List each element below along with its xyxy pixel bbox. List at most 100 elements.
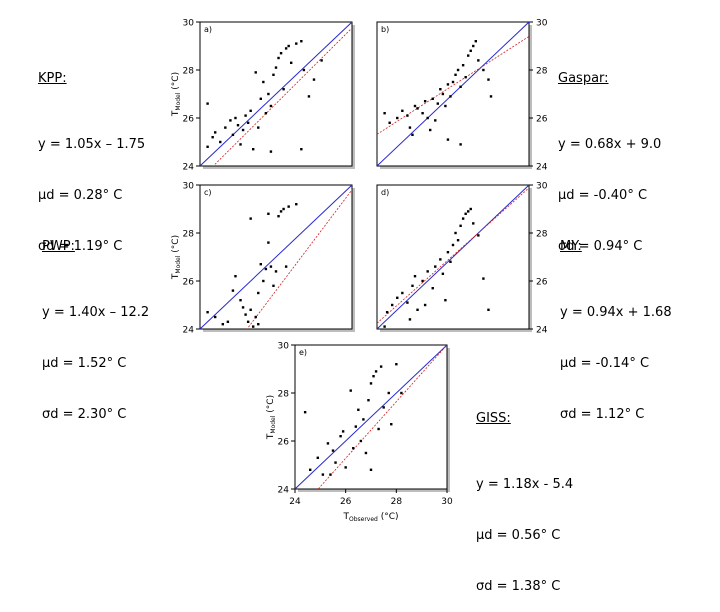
kpp-mean-difference: μd = 0.28° C	[38, 188, 123, 203]
my-title: MY:	[560, 239, 582, 254]
my-stats: MY: y = 0.94x + 1.68 μd = -0.14° C σd = …	[560, 204, 672, 440]
one-to-one-line	[200, 185, 352, 329]
data-point	[279, 210, 283, 213]
data-point	[469, 207, 472, 211]
x-axis-label: TObserved (°C)	[342, 512, 398, 523]
gaspar-title: Gaspar:	[558, 71, 609, 86]
giss-title: GISS:	[476, 411, 511, 426]
data-point	[441, 272, 445, 275]
data-point	[461, 64, 465, 67]
data-point	[259, 97, 262, 100]
data-point	[206, 102, 209, 105]
y-tick-label: 26	[278, 438, 290, 448]
one-to-one-line	[200, 22, 352, 166]
data-point	[259, 263, 262, 266]
data-point	[482, 277, 485, 280]
data-point	[408, 126, 412, 129]
data-point	[391, 303, 394, 307]
data-point	[224, 126, 227, 129]
data-point	[401, 291, 404, 295]
data-point	[431, 287, 434, 290]
data-point	[244, 313, 247, 316]
data-point	[279, 52, 283, 55]
giss-mean-difference: μd = 0.56° C	[476, 528, 561, 543]
data-point	[302, 68, 306, 72]
data-point	[269, 265, 273, 268]
regression-line	[377, 187, 529, 324]
gaspar-regression: y = 0.68x + 9.0	[558, 137, 662, 152]
data-point	[477, 59, 480, 62]
data-point	[382, 406, 385, 409]
data-point	[331, 449, 335, 452]
panel-a: a) 24 26 28 30 TModel (°C)	[171, 19, 355, 173]
data-point	[434, 265, 437, 268]
panel-b: b) 24 26 28 30	[376, 19, 548, 173]
y-tick-label: 24	[183, 326, 195, 336]
panel-label: c)	[204, 188, 212, 197]
data-point	[252, 148, 255, 151]
data-point	[249, 308, 252, 311]
data-point	[377, 427, 380, 431]
y-axis-label: TModel (°C)	[266, 395, 277, 440]
y-tick-label: 26	[183, 278, 195, 288]
one-to-one-line	[295, 345, 447, 489]
data-point	[467, 54, 470, 57]
data-point	[446, 83, 450, 86]
one-to-one-line	[377, 22, 529, 166]
giss-std-difference: σd = 1.38° C	[476, 579, 561, 594]
data-point	[487, 78, 490, 81]
data-point	[349, 389, 352, 392]
data-point	[221, 323, 224, 326]
data-point	[295, 203, 298, 206]
my-mean-difference: μd = -0.14° C	[560, 356, 650, 371]
y-tick-label: 28	[536, 67, 548, 77]
data-point	[274, 66, 278, 69]
data-point	[372, 375, 375, 378]
pwp-std-difference: σd = 2.30° C	[42, 407, 127, 422]
data-point	[444, 104, 447, 108]
data-point	[282, 88, 285, 91]
data-point	[369, 468, 373, 471]
data-point	[244, 114, 247, 117]
data-point	[487, 308, 490, 311]
regression-line	[212, 27, 352, 166]
data-point	[413, 275, 417, 278]
data-point	[239, 299, 242, 302]
regression-line	[377, 36, 529, 135]
data-point	[469, 49, 472, 52]
data-point	[436, 102, 439, 105]
kpp-stats: KPP: y = 1.05x – 1.75 μd = 0.28° C σd = …	[38, 36, 145, 272]
data-point	[249, 217, 252, 220]
data-point	[390, 423, 393, 426]
data-point	[219, 140, 222, 144]
data-point	[416, 107, 419, 110]
data-point	[385, 311, 389, 314]
data-point	[257, 323, 260, 326]
data-point	[206, 145, 209, 148]
giss-regression: y = 1.18x - 5.4	[476, 477, 574, 492]
y-tick-label: 30	[183, 182, 195, 192]
data-point	[295, 42, 298, 45]
data-point	[214, 315, 217, 319]
data-point	[400, 391, 403, 395]
data-point	[352, 447, 355, 450]
data-point	[344, 466, 347, 469]
data-point	[429, 128, 432, 132]
my-std-difference: σd = 1.12° C	[560, 407, 645, 422]
y-tick-label: 26	[536, 115, 548, 125]
data-point	[267, 241, 270, 244]
data-point	[472, 44, 475, 48]
data-point	[477, 234, 480, 237]
data-point	[300, 148, 303, 151]
data-point	[454, 73, 457, 76]
data-point	[421, 112, 424, 115]
data-point	[387, 391, 390, 395]
data-point	[472, 222, 475, 225]
panel-label: b)	[381, 25, 389, 34]
data-point	[439, 258, 442, 261]
data-point	[411, 284, 414, 287]
y-axis-label: TModel (°C)	[171, 72, 182, 117]
y-tick-label: 30	[183, 19, 195, 29]
pwp-title: PWP:	[42, 239, 75, 254]
data-point	[320, 59, 323, 62]
